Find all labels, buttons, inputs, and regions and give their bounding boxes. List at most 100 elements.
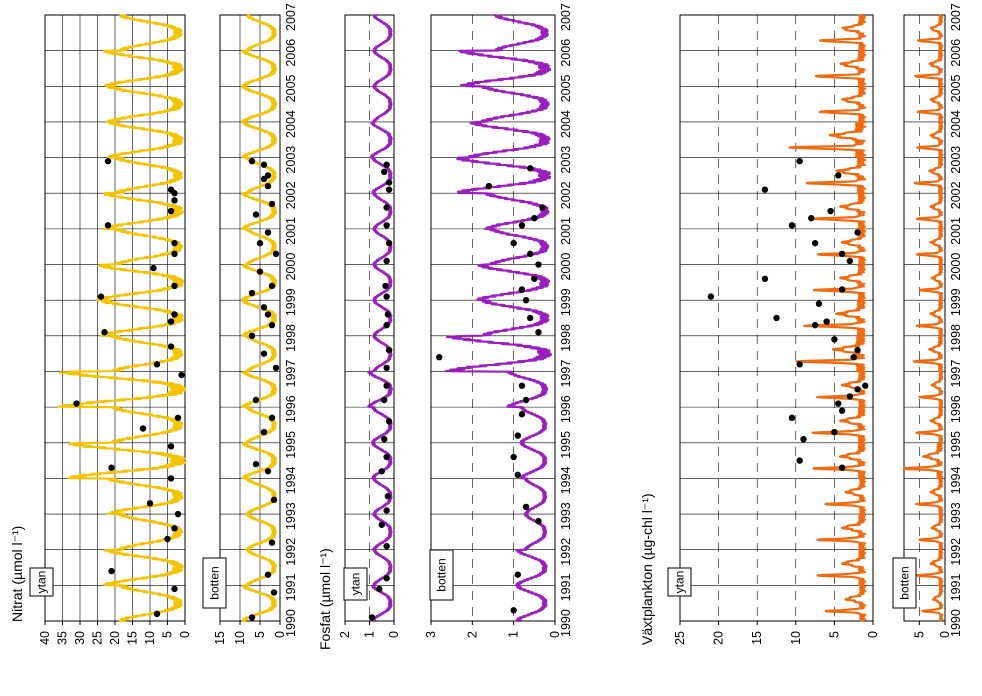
year-tick-label: 1990	[559, 609, 573, 637]
observation-point	[854, 386, 861, 393]
series-line	[57, 14, 187, 623]
observation-point	[761, 275, 769, 282]
observation-point	[260, 428, 268, 436]
plot-frame	[430, 14, 556, 622]
observation-point	[73, 400, 80, 407]
observation-point	[510, 239, 517, 247]
panel-label-frame	[429, 549, 454, 601]
observation-point	[139, 425, 147, 432]
year-tick-label: 2006	[284, 39, 298, 67]
year-tick-label: 2004	[559, 110, 573, 138]
series-line	[444, 14, 553, 623]
nitrate-axis-title: Nitrat (µmol l⁻¹)	[9, 526, 25, 622]
year-tick-label: 2007	[949, 3, 963, 31]
year-tick-label: 1993	[559, 502, 573, 530]
value-tick-label: 5	[161, 631, 175, 638]
observation-point	[383, 575, 390, 582]
value-tick-label: 25	[91, 631, 105, 645]
year-tick-label: 1990	[949, 609, 963, 637]
observation-point	[383, 321, 390, 329]
observation-point	[518, 382, 526, 389]
year-tick-label: 1994	[284, 467, 298, 495]
value-tick-label: 20	[108, 631, 122, 645]
panel-label-box: botten	[892, 557, 917, 609]
panel-label-frame	[343, 567, 368, 601]
year-tick-label: 2002	[559, 181, 573, 209]
year-tick-label: 1992	[284, 538, 298, 566]
year-tick-label: 1998	[559, 324, 573, 352]
observation-point	[260, 304, 268, 311]
observation-point	[378, 468, 385, 475]
year-tick-label: 1996	[559, 395, 573, 423]
observation-point	[174, 414, 182, 422]
year-tick-label: 1991	[284, 573, 298, 601]
observation-point	[796, 361, 803, 368]
year-tick-label: 2004	[284, 110, 298, 138]
observation-point	[850, 354, 857, 361]
panel-label-box: ytan	[29, 567, 54, 597]
panel-label-box: botten	[202, 557, 227, 609]
phosphate-axis-title: Fosfat (µmol l⁻¹)	[317, 548, 333, 650]
observation-point	[260, 350, 268, 357]
observation-point	[522, 503, 530, 511]
observation-point	[831, 336, 838, 343]
year-tick-label: 1998	[949, 324, 963, 352]
observation-point	[167, 318, 175, 325]
value-tick-label: 0	[548, 631, 562, 638]
year-tick-label: 2002	[949, 181, 963, 209]
year-tick-label: 2007	[559, 3, 573, 31]
year-tick-label: 1995	[949, 431, 963, 459]
observation-point	[823, 318, 830, 325]
value-tick-label: 15	[126, 631, 140, 645]
observation-point	[171, 197, 178, 204]
observation-point	[838, 250, 846, 258]
panel-phosphate-surface: 0 1 2 ytan	[338, 14, 401, 638]
value-tick-label: 15	[750, 631, 764, 645]
observation-point	[514, 571, 521, 578]
observation-point	[383, 257, 390, 265]
observation-point	[522, 396, 530, 404]
observation-point	[384, 493, 392, 500]
observation-point	[383, 204, 390, 211]
year-tick-label: 2000	[559, 253, 573, 281]
observation-point	[264, 172, 272, 179]
value-tick-label: 15	[213, 631, 227, 645]
observation-point	[272, 250, 280, 258]
observation-point	[527, 250, 534, 258]
panel-label-text: botten	[435, 558, 449, 591]
observation-point	[383, 542, 390, 550]
observation-point	[518, 411, 526, 418]
observation-point	[788, 222, 796, 229]
observation-point	[531, 275, 538, 282]
value-tick-label: 0	[387, 631, 401, 638]
observation-point	[862, 382, 869, 389]
value-tick-label: 2	[338, 631, 352, 638]
observation-point	[167, 343, 175, 350]
observation-point	[773, 314, 780, 322]
observation-point	[535, 517, 542, 525]
year-tick-label: 2001	[284, 217, 298, 245]
observation-point	[270, 589, 278, 596]
observation-point	[383, 364, 390, 372]
observation-point	[831, 428, 838, 436]
panel-chlorophyll-bottom: 0 5 1990 1991 1992 1993 1994 1995 1996 1997 1998 19…	[892, 3, 963, 638]
panel-label-text: botten	[898, 566, 912, 599]
observation-point	[171, 525, 178, 532]
observation-point	[171, 311, 178, 318]
year-tick-label: 1992	[559, 538, 573, 566]
panel-label-text: ytan	[673, 571, 687, 594]
observation-point	[838, 407, 846, 414]
panel-label-text: ytan	[349, 573, 363, 596]
value-tick-label: 2	[465, 631, 479, 638]
observation-point	[268, 539, 276, 546]
value-tick-label: 40	[38, 631, 52, 645]
series-line	[367, 14, 393, 623]
observation-point	[167, 186, 175, 193]
observation-point	[171, 239, 178, 247]
value-tick-label: 0	[866, 631, 880, 638]
year-tick-label: 2000	[949, 253, 963, 281]
phytoplankton-axis-title: Växtplankton (µg-chl l⁻¹)	[639, 493, 655, 645]
observation-point	[248, 289, 256, 297]
